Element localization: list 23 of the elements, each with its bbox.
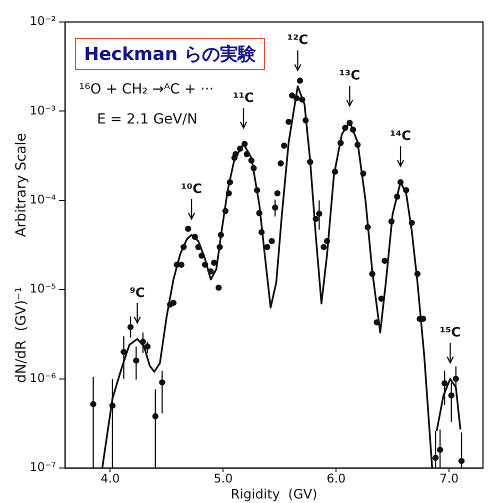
text: Arbitrary Scale [14,132,30,238]
y-tick-label: 10⁻⁶ [30,370,56,385]
annotation: ¹⁴C [390,129,411,144]
annotation: ¹¹C [233,90,254,106]
y-tick-label: 10⁻² [30,14,56,28]
x-axis-title: Rigidity (GV) [230,488,318,503]
annotation: ¹²C [287,33,308,48]
x-tick-label: 4.0 [100,471,120,486]
y-tick-label: 10⁻³ [30,103,56,118]
x-tick-label: 7.0 [440,471,459,486]
x-tick-label: 6.0 [326,471,346,486]
annotation: ¹⁵C [440,326,461,341]
annotation: E = 2.1 GeV/N [97,112,198,128]
annotation: ¹⁶O + CH₂ →ᴬC + ··· [79,82,214,98]
x-tick-label: 5.0 [214,471,233,486]
annotation: ⁹C [130,286,145,301]
y-tick-label: 10⁻⁷ [30,460,56,474]
annotation: ¹⁰C [181,182,202,197]
y-tick-label: 10⁻⁵ [30,282,56,296]
y-axis-title: dN/dR (GV)⁻¹ [14,287,30,383]
y-tick-label: 10⁻⁴ [30,192,56,207]
annotation: ¹³C [339,68,360,84]
text: Heckman らの実験 [75,38,265,70]
